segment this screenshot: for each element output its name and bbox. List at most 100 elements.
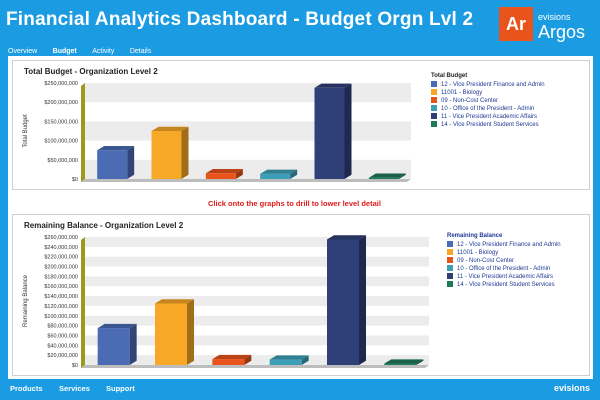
y-tick-label: $50,000,000 — [47, 158, 78, 164]
chart-bar[interactable] — [97, 323, 137, 365]
y-tick-label: $0 — [72, 363, 78, 369]
footer-link-support[interactable]: Support — [106, 384, 135, 393]
total-budget-title: Total Budget - Organization Level 2 — [24, 67, 158, 76]
y-tick-label: $160,000,000 — [44, 284, 78, 290]
remaining-balance-legend: Remaining Balance 12 - Vice President Fi… — [447, 233, 561, 289]
total-budget-legend: Total Budget 12 - Vice President Finance… — [431, 73, 545, 129]
legend-label: 10 - Office of the President - Admin — [457, 266, 551, 272]
legend-label: 10 - Office of the President - Admin — [441, 106, 535, 112]
legend-swatch — [447, 265, 453, 272]
nav-activity[interactable]: Activity — [92, 48, 115, 55]
y-tick-label: $100,000,000 — [44, 139, 78, 145]
legend-label: 11001 - Biology — [441, 90, 483, 96]
chart-bar[interactable] — [212, 354, 252, 365]
axis-wall — [81, 237, 85, 368]
legend-swatch — [447, 281, 453, 288]
argos-logo-icon: Ar — [499, 7, 533, 41]
chart-floor — [81, 365, 429, 368]
legend-item[interactable]: 14 - Vice President Student Services — [431, 121, 545, 129]
legend-label: 09 - Non-Cost Center — [457, 258, 515, 264]
legend-swatch — [431, 113, 437, 120]
chart-bar[interactable] — [97, 146, 135, 179]
total-budget-chart[interactable]: $0 $50,000,000 $100,000,000 $150,000,000 $20… — [13, 61, 423, 189]
y-tick-label: $120,000,000 — [44, 304, 78, 310]
legend-swatch — [447, 249, 453, 256]
legend-item[interactable]: 14 - Vice President Student Services — [447, 281, 561, 289]
y-tick-label: $200,000,000 — [44, 265, 78, 271]
legend-label: 12 - Vice President Finance and Admin — [457, 242, 561, 248]
y-tick-label: $0 — [72, 177, 78, 183]
chart-floor — [81, 179, 411, 182]
legend-swatch — [447, 273, 453, 280]
nav-budget[interactable]: Budget — [52, 48, 77, 55]
chart-bar[interactable] — [368, 173, 406, 179]
legend-swatch — [431, 105, 437, 112]
nav-bar: Overview Budget Activity Details — [8, 40, 162, 55]
grid-band — [85, 355, 429, 365]
y-tick-label: $60,000,000 — [47, 333, 78, 339]
grid-band — [85, 83, 411, 103]
legend-swatch — [447, 257, 453, 264]
footer-link-products[interactable]: Products — [10, 384, 43, 393]
y-tick-label: $220,000,000 — [44, 255, 78, 261]
nav-details[interactable]: Details — [129, 48, 152, 55]
y-tick-label: $150,000,000 — [44, 119, 78, 125]
legend-item[interactable]: 09 - Non-Cost Center — [431, 97, 545, 105]
logo-company: evisions — [538, 12, 571, 22]
chart-bar[interactable] — [269, 355, 309, 365]
chart-bar[interactable] — [260, 169, 298, 179]
y-tick-label: $140,000,000 — [44, 294, 78, 300]
y-tick-label: $240,000,000 — [44, 245, 78, 251]
grid-band — [85, 256, 429, 267]
legend-item[interactable]: 12 - Vice President Finance and Admin — [447, 241, 561, 249]
y-tick-label: $200,000,000 — [44, 100, 78, 106]
grid-band — [85, 296, 429, 306]
chart-bar[interactable] — [327, 235, 366, 365]
y-tick-label: $260,000,000 — [44, 235, 78, 241]
legend-label: 12 - Vice President Finance and Admin — [441, 82, 545, 88]
y-tick-label: $40,000,000 — [47, 343, 78, 349]
legend-item[interactable]: 09 - Non-Cost Center — [447, 257, 561, 265]
legend-label: 14 - Vice President Student Services — [457, 282, 555, 288]
nav-overview[interactable]: Overview — [8, 48, 38, 55]
y-tick-label: $250,000,000 — [44, 81, 78, 87]
legend-swatch — [431, 97, 437, 104]
y-axis-label: Total Budget — [23, 114, 29, 148]
footer-bar: Products Services Support evisions — [0, 380, 600, 400]
footer-brand: evisions — [553, 383, 590, 393]
legend-item[interactable]: 10 - Office of the President - Admin — [431, 105, 545, 113]
legend-item[interactable]: 10 - Office of the President - Admin — [447, 265, 561, 273]
axis-wall — [81, 83, 85, 182]
remaining-balance-panel: $0 $20,000,000 $40,000,000 $60,000,000 $80,0… — [12, 214, 590, 376]
page-title: Financial Analytics Dashboard - Budget O… — [6, 9, 474, 30]
legend-label: 14 - Vice President Student Services — [441, 122, 539, 128]
grid-band — [85, 237, 429, 247]
legend-item[interactable]: 11001 - Biology — [431, 89, 545, 97]
legend-label: 11 - Vice President Academic Affairs — [441, 114, 538, 120]
chart-bar[interactable] — [205, 169, 243, 179]
total-budget-panel: $0 $50,000,000 $100,000,000 $150,000,000 $20… — [12, 60, 590, 190]
chart-bar[interactable] — [151, 126, 189, 179]
header-bar: Financial Analytics Dashboard - Budget O… — [0, 0, 600, 55]
y-tick-label: $20,000,000 — [47, 353, 78, 359]
legend-title: Remaining Balance — [447, 233, 503, 239]
footer-link-services[interactable]: Services — [59, 384, 90, 393]
legend-title: Total Budget — [431, 73, 468, 79]
legend-label: 09 - Non-Cost Center — [441, 98, 499, 104]
chart-bar[interactable] — [314, 83, 352, 179]
legend-item[interactable]: 11001 - Biology — [447, 249, 561, 257]
y-tick-label: $180,000,000 — [44, 274, 78, 280]
legend-item[interactable]: 12 - Vice President Finance and Admin — [431, 81, 545, 89]
dashboard-content: $0 $50,000,000 $100,000,000 $150,000,000 $20… — [8, 56, 593, 379]
chart-bar[interactable] — [155, 299, 194, 365]
legend-label: 11 - Vice President Academic Affairs — [457, 274, 554, 280]
legend-item[interactable]: 11 - Vice President Academic Affairs — [431, 113, 545, 121]
drill-instruction: Click onto the graphs to drill to lower … — [208, 199, 381, 208]
chart-bar[interactable] — [384, 359, 424, 365]
remaining-balance-chart[interactable]: $0 $20,000,000 $40,000,000 $60,000,000 $80,0… — [13, 215, 443, 375]
logo-product: Argos — [538, 22, 586, 42]
grid-band — [85, 335, 429, 346]
grid-band — [85, 315, 429, 326]
legend-item[interactable]: 11 - Vice President Academic Affairs — [447, 273, 561, 281]
